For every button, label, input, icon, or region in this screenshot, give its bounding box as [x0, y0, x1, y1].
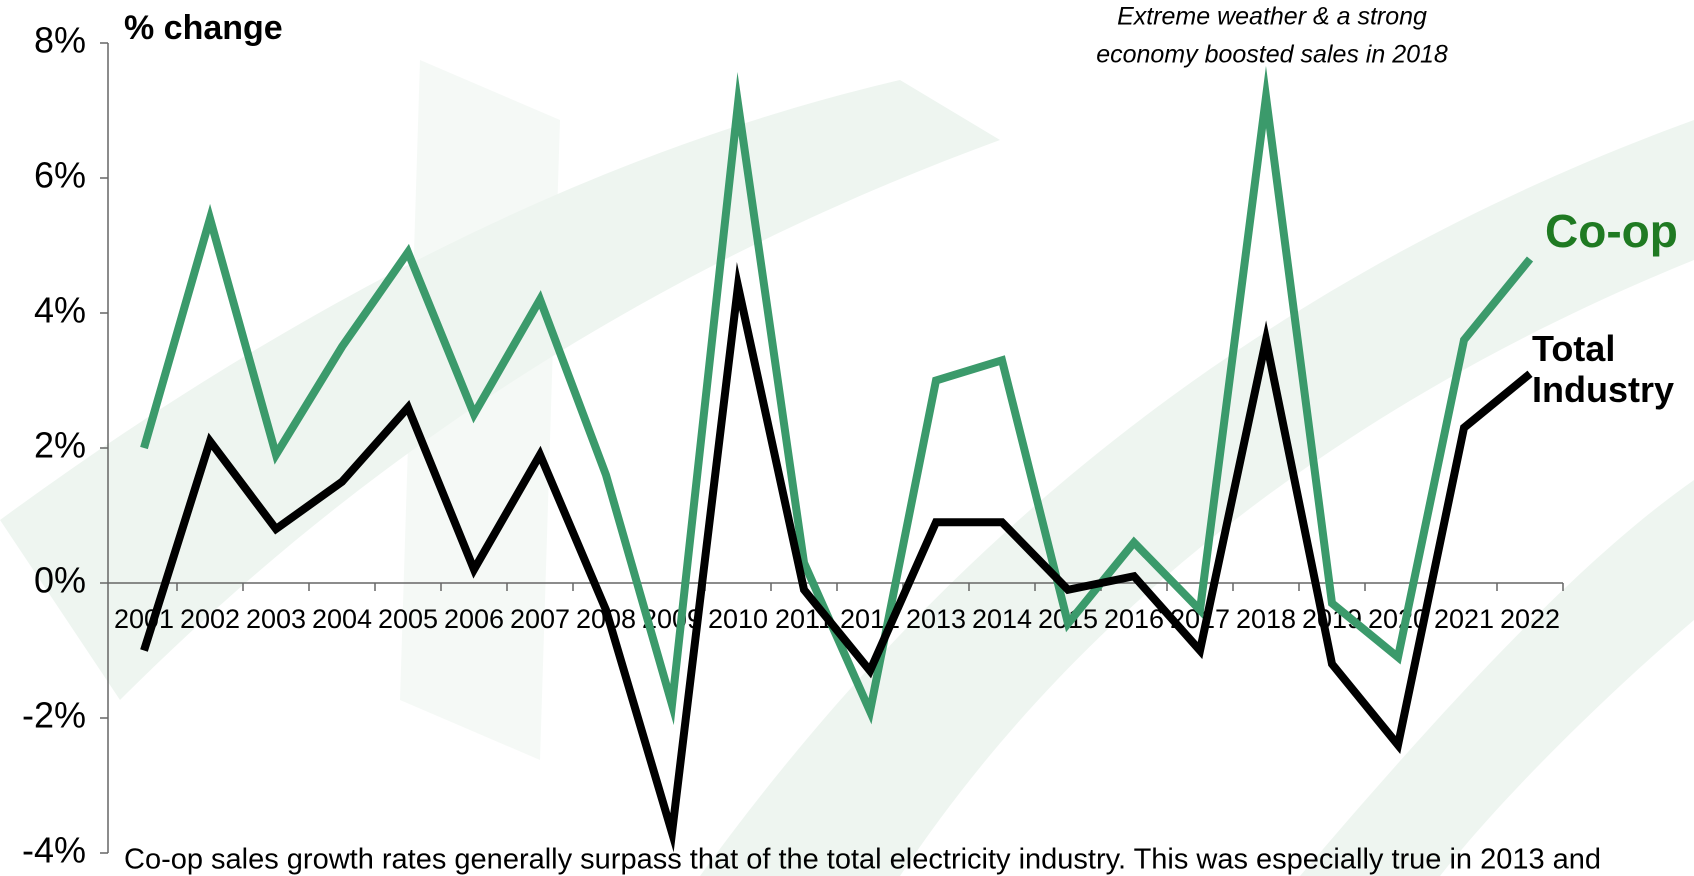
series-line	[140, 65, 1534, 726]
y-tick-label: 0%	[34, 560, 86, 601]
x-tick-label: 2007	[510, 604, 570, 634]
y-tick-label: -4%	[22, 830, 86, 871]
x-tick-label: 2018	[1236, 604, 1296, 634]
series-line	[140, 261, 1533, 853]
y-tick-label: 4%	[34, 290, 86, 331]
footnote: Co-op sales growth rates generally surpa…	[124, 844, 1601, 876]
background-swooshes	[0, 60, 1694, 876]
x-tick-label: 2021	[1434, 604, 1494, 634]
x-tick-label: 2004	[312, 604, 372, 634]
x-tick-label: 2014	[972, 604, 1032, 634]
y-tick-label: 8%	[34, 20, 86, 61]
x-tick-label: 2010	[708, 604, 768, 634]
x-tick-label: 2022	[1500, 604, 1560, 634]
legend-entry: Total Industry	[1532, 328, 1675, 411]
x-tick-label: 2002	[180, 604, 240, 634]
annotation: economy boosted sales in 2018	[1096, 41, 1448, 69]
x-tick-label: 2013	[906, 604, 966, 634]
x-tick-label: 2003	[246, 604, 306, 634]
legend-entry: Co-op	[1545, 205, 1678, 257]
x-tick-label: 2005	[378, 604, 438, 634]
y-tick-label: 2%	[34, 425, 86, 466]
annotation: Extreme weather & a strong	[1117, 3, 1427, 31]
x-tick-label: 2016	[1104, 604, 1164, 634]
y-tick-label: 6%	[34, 155, 86, 196]
chart-title: % change	[124, 9, 283, 47]
y-tick-label: -2%	[22, 695, 86, 736]
x-tick-label: 2001	[114, 604, 174, 634]
x-tick-label: 2006	[444, 604, 504, 634]
